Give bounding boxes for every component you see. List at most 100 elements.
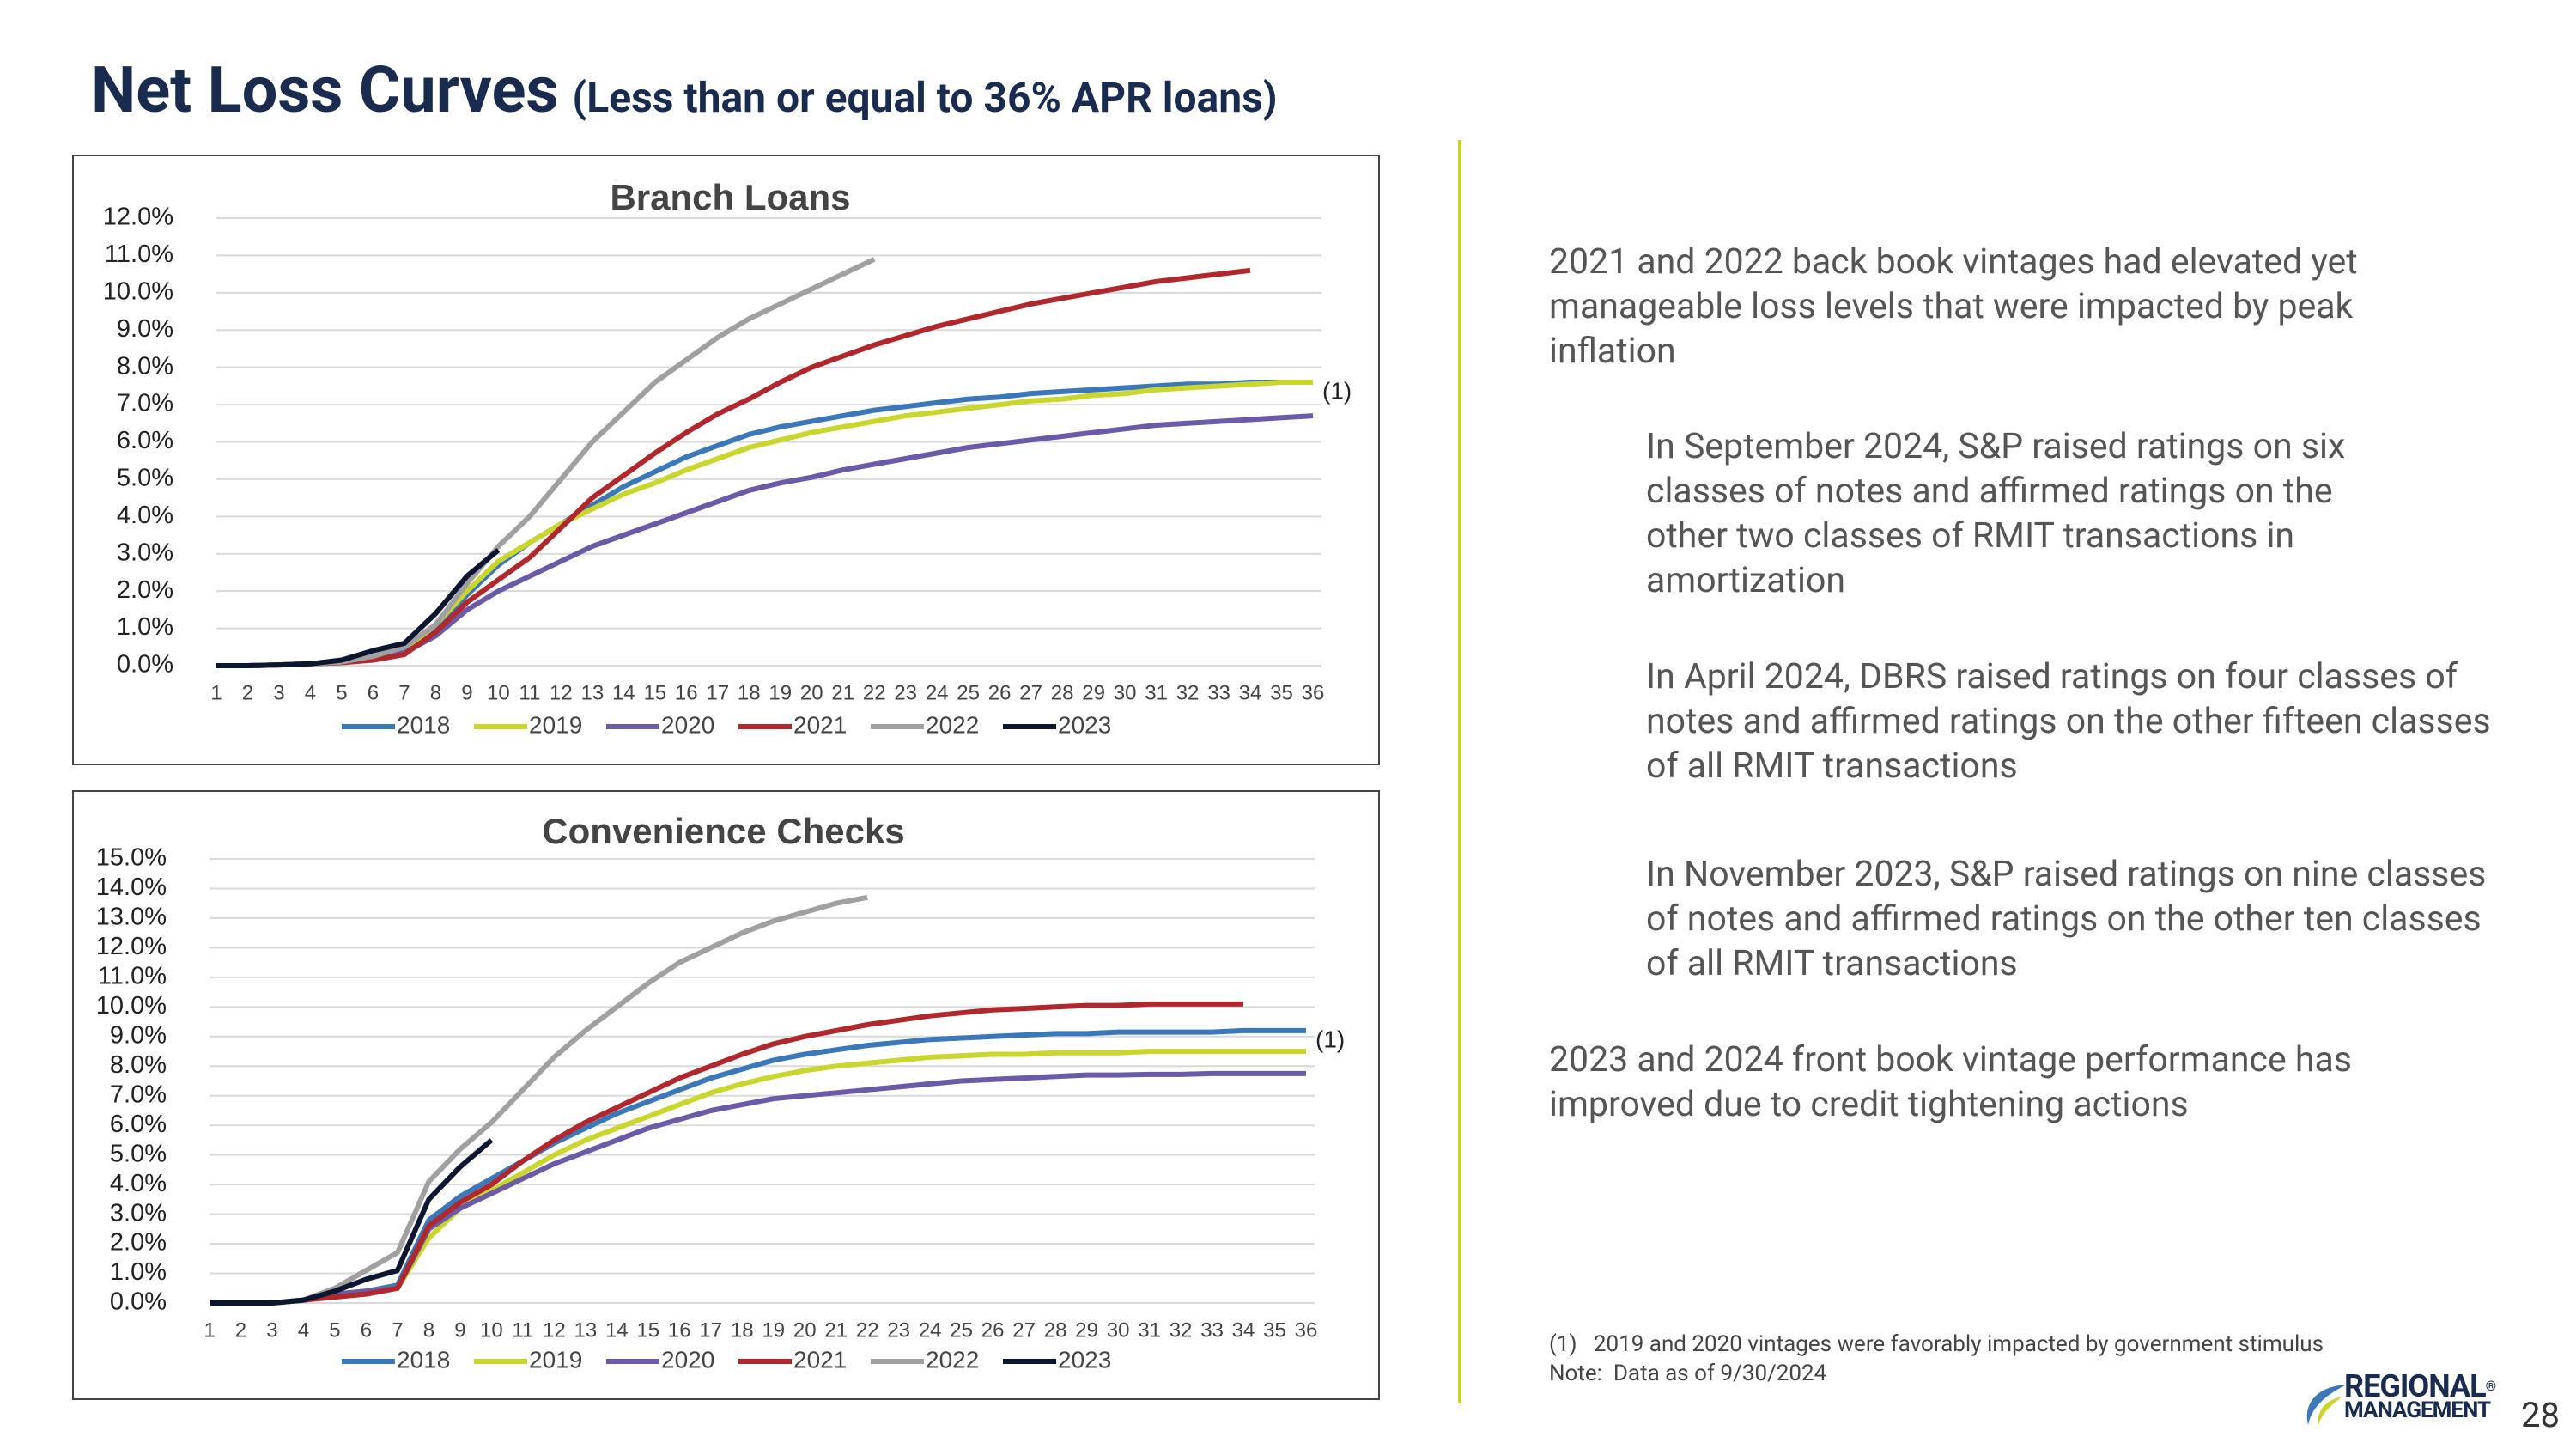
x-tick-label: 11 <box>519 681 540 704</box>
x-tick-label: 5 <box>336 681 347 704</box>
x-tick-label: 27 <box>1019 681 1042 704</box>
x-tick-label: 15 <box>643 681 666 704</box>
x-tick-label: 9 <box>461 681 472 704</box>
x-tick-label: 28 <box>1044 1318 1067 1342</box>
y-tick-label: 9.0% <box>117 315 173 343</box>
x-tick-label: 29 <box>1075 1318 1098 1342</box>
x-tick-label: 8 <box>423 1318 434 1342</box>
y-tick-label: 15.0% <box>96 844 167 872</box>
logo-line: REGIONAL® <box>2344 1371 2497 1402</box>
y-tick-label: 11.0% <box>98 963 167 990</box>
x-tick-label: 7 <box>398 681 410 704</box>
legend-label: 2022 <box>926 1346 979 1373</box>
y-tick-label: 7.0% <box>110 1081 167 1108</box>
y-tick-label: 3.0% <box>110 1199 167 1227</box>
x-tick-label: 24 <box>926 681 949 704</box>
x-tick-label: 1 <box>204 1318 215 1342</box>
x-tick-label: 36 <box>1302 681 1325 704</box>
x-tick-label: 20 <box>793 1318 817 1342</box>
y-tick-label: 8.0% <box>110 1051 167 1079</box>
legend-label: 2021 <box>793 711 847 738</box>
y-tick-label: 0.0% <box>117 651 173 679</box>
x-tick-label: 14 <box>612 681 635 704</box>
x-tick-label: 30 <box>1107 1318 1130 1342</box>
x-tick-label: 6 <box>361 1318 372 1342</box>
x-tick-label: 2 <box>235 1318 246 1342</box>
series-line <box>216 257 876 668</box>
x-tick-label: 30 <box>1114 681 1137 704</box>
title-row: Net Loss Curves (Less than or equal to 3… <box>91 53 1278 128</box>
bullet: In November 2023, S&P raised ratings on … <box>1646 854 2487 984</box>
y-tick-label: 10.0% <box>103 277 173 305</box>
x-tick-label: 13 <box>580 681 604 704</box>
y-tick-label: 14.0% <box>96 874 167 901</box>
x-tick-label: 15 <box>636 1318 659 1342</box>
x-tick-label: 31 <box>1145 681 1168 704</box>
x-tick-label: 12 <box>550 681 573 704</box>
y-tick-label: 9.0% <box>110 1021 167 1049</box>
legend-label: 2020 <box>661 711 714 738</box>
legend-label: 2023 <box>1058 1346 1111 1373</box>
y-tick-label: 2.0% <box>117 576 173 604</box>
x-tick-label: 21 <box>824 1318 848 1342</box>
x-tick-label: 12 <box>543 1318 566 1342</box>
annotation: (1) <box>1315 1026 1345 1052</box>
series-line <box>210 1001 1243 1306</box>
x-tick-label: 25 <box>950 1318 973 1342</box>
x-tick-label: 36 <box>1295 1318 1318 1342</box>
x-tick-label: 24 <box>919 1318 942 1342</box>
x-tick-label: 16 <box>675 681 698 704</box>
legend-label: 2023 <box>1058 711 1111 738</box>
x-tick-label: 7 <box>392 1318 403 1342</box>
chart-title: Convenience Checks <box>542 811 905 851</box>
x-tick-label: 19 <box>762 1318 785 1342</box>
y-tick-label: 10.0% <box>96 992 167 1020</box>
footnote: Note: Data as of 9/30/2024 <box>1549 1361 1827 1386</box>
x-tick-label: 35 <box>1263 1318 1286 1342</box>
x-tick-label: 3 <box>266 1318 277 1342</box>
x-tick-label: 34 <box>1232 1318 1255 1342</box>
x-tick-label: 18 <box>731 1318 754 1342</box>
y-tick-label: 13.0% <box>96 904 167 931</box>
y-tick-label: 3.0% <box>117 539 173 566</box>
logo-mark: ® <box>2485 1378 2497 1394</box>
chart-frame <box>72 155 1380 765</box>
y-tick-label: 12.0% <box>96 933 167 960</box>
x-tick-label: 34 <box>1239 681 1262 704</box>
legend-label: 2020 <box>661 1346 714 1373</box>
x-tick-label: 22 <box>856 1318 879 1342</box>
series-line <box>216 548 501 668</box>
x-tick-label: 27 <box>1012 1318 1036 1342</box>
x-tick-label: 2 <box>242 681 253 704</box>
subtitle: (Less than or equal to 36% APR loans) <box>572 73 1278 122</box>
y-tick-label: 12.0% <box>103 204 173 231</box>
x-tick-label: 13 <box>574 1318 597 1342</box>
x-tick-label: 17 <box>699 1318 722 1342</box>
x-tick-label: 9 <box>454 1318 465 1342</box>
chart-title: Branch Loans <box>610 177 850 217</box>
logo-text: REGIONAL <box>2344 1368 2487 1404</box>
y-tick-label: 1.0% <box>110 1258 167 1286</box>
legend-label: 2018 <box>397 1346 450 1373</box>
x-tick-label: 10 <box>487 681 510 704</box>
y-tick-label: 1.0% <box>117 613 173 641</box>
x-tick-label: 26 <box>981 1318 1005 1342</box>
bullet: In September 2024, S&P raised ratings on… <box>1646 426 2346 601</box>
logo-line: MANAGEMENT <box>2344 1397 2491 1423</box>
x-tick-label: 31 <box>1138 1318 1161 1342</box>
legend-label: 2022 <box>926 711 979 738</box>
x-tick-label: 8 <box>430 681 441 704</box>
x-tick-label: 23 <box>894 681 917 704</box>
y-tick-label: 6.0% <box>117 427 173 454</box>
annotation: (1) <box>1322 377 1352 404</box>
x-tick-label: 25 <box>957 681 980 704</box>
y-tick-label: 5.0% <box>117 465 173 492</box>
chart-frame <box>72 790 1380 1400</box>
y-tick-label: 5.0% <box>110 1140 167 1167</box>
series-line <box>210 1138 494 1306</box>
x-tick-label: 17 <box>706 681 729 704</box>
x-tick-label: 6 <box>368 681 379 704</box>
x-tick-label: 32 <box>1176 681 1200 704</box>
